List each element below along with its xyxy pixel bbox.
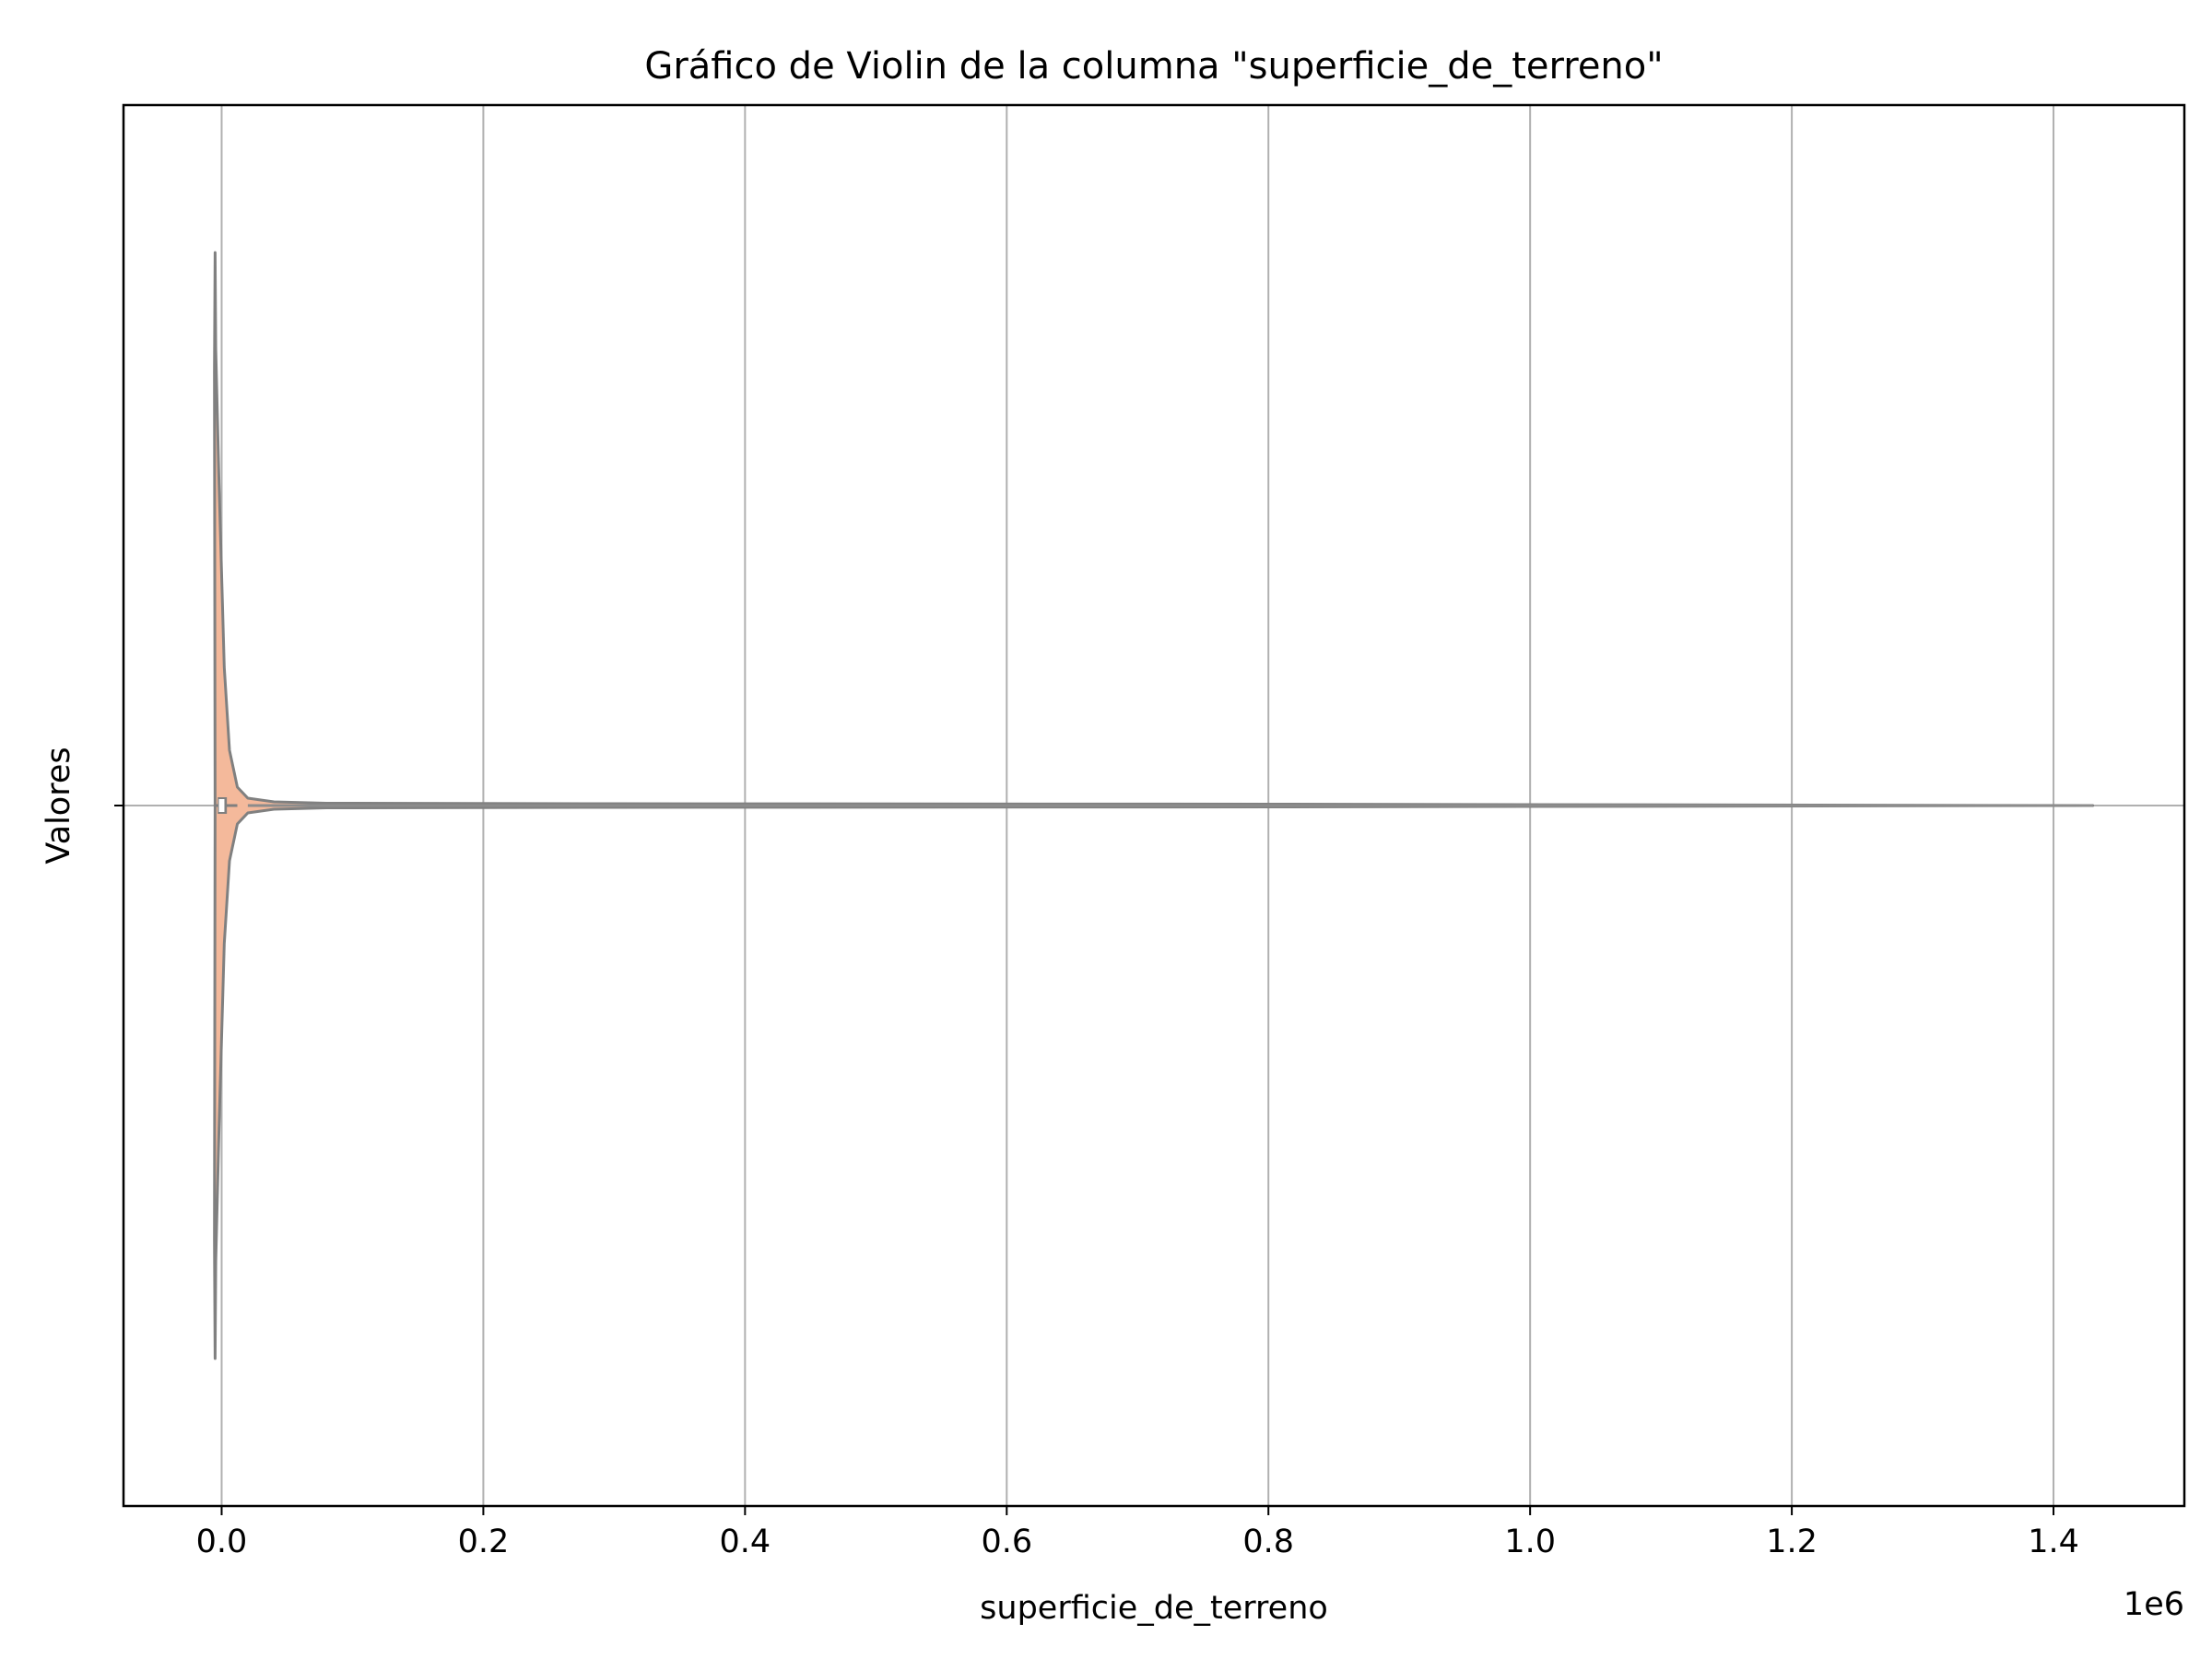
violin-plot — [213, 251, 2095, 1360]
x-tick-label: 0.0 — [196, 1524, 248, 1560]
x-tick-label: 0.2 — [458, 1524, 510, 1560]
x-tick-label: 0.8 — [1242, 1524, 1294, 1560]
x-tick-label: 1.0 — [1504, 1524, 1556, 1560]
y-axis-label: Valores — [41, 747, 77, 864]
x-axis-ticks: 0.0 0.2 0.4 0.6 0.8 1.0 1.2 1.4 — [196, 1506, 2079, 1560]
x-tick-label: 1.4 — [2028, 1524, 2079, 1560]
x-axis-label: superficie_de_terreno — [980, 1590, 1328, 1627]
x-tick-label: 0.4 — [720, 1524, 771, 1560]
x-axis-scale-label: 1e6 — [2124, 1586, 2184, 1623]
x-tick-label: 0.6 — [981, 1524, 1032, 1560]
violin-median-marker — [218, 799, 225, 812]
x-tick-label: 1.2 — [1766, 1524, 1818, 1560]
chart-title: Gráfico de Violin de la columna "superfi… — [644, 45, 1663, 88]
